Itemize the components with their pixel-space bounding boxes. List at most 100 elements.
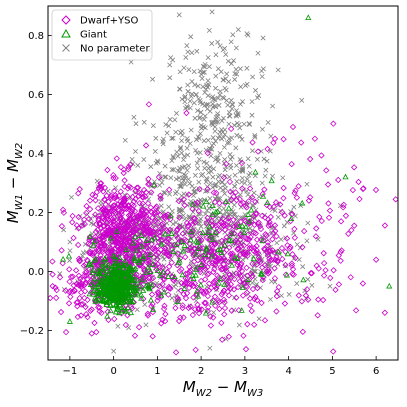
data-point: [66, 318, 73, 324]
data-point: [111, 315, 118, 323]
data-point: [82, 280, 89, 288]
data-point: [300, 264, 306, 270]
data-point: [160, 254, 166, 260]
data-point: [273, 308, 280, 315]
data-point: [173, 241, 180, 248]
data-point: [199, 229, 206, 235]
data-point: [267, 213, 274, 221]
data-point: [233, 45, 239, 51]
data-point: [198, 261, 205, 268]
data-point: [225, 204, 232, 211]
data-point: [174, 226, 181, 233]
data-point: [98, 185, 105, 193]
data-point: [320, 250, 327, 257]
data-point: [299, 244, 306, 251]
data-point: [119, 216, 126, 223]
data-point: [270, 139, 277, 146]
data-point: [229, 106, 235, 112]
data-point: [209, 202, 216, 209]
data-point: [246, 217, 253, 224]
data-point: [145, 228, 152, 235]
data-point: [228, 39, 234, 45]
data-point: [102, 271, 109, 278]
data-point: [171, 241, 178, 249]
data-point: [191, 245, 198, 252]
data-point: [260, 35, 266, 41]
data-point: [130, 239, 137, 246]
data-point: [147, 251, 154, 257]
data-point: [116, 254, 123, 260]
data-point: [142, 302, 148, 308]
data-point: [77, 281, 84, 288]
data-point: [92, 197, 99, 204]
data-point: [212, 257, 220, 265]
data-point: [245, 32, 251, 38]
data-point: [187, 267, 194, 274]
data-point: [147, 268, 154, 274]
data-point: [278, 208, 286, 216]
data-point: [98, 309, 105, 317]
data-point: [197, 230, 204, 237]
data-point: [250, 74, 256, 80]
data-point: [205, 101, 211, 107]
data-point: [291, 189, 298, 197]
data-point: [215, 111, 221, 117]
data-point: [210, 189, 217, 196]
data-point: [239, 284, 246, 291]
data-point: [164, 130, 170, 136]
data-point: [112, 270, 119, 276]
data-point: [138, 232, 145, 238]
data-point: [222, 160, 230, 168]
data-point: [171, 155, 177, 161]
data-point: [303, 286, 311, 293]
data-point: [265, 222, 272, 229]
data-point: [294, 280, 300, 286]
data-point: [131, 114, 137, 120]
data-point: [350, 164, 358, 171]
data-point: [237, 200, 245, 208]
data-point: [200, 263, 207, 270]
data-point: [356, 195, 363, 203]
data-point: [65, 300, 73, 307]
data-point: [271, 265, 278, 272]
data-point: [274, 287, 281, 295]
data-point: [247, 121, 252, 127]
data-point: [110, 252, 117, 259]
data-point: [212, 229, 219, 235]
data-point: [158, 225, 165, 232]
data-point: [223, 186, 229, 192]
data-point: [207, 145, 213, 151]
data-point: [80, 262, 88, 269]
data-point: [107, 297, 114, 304]
data-point: [161, 230, 169, 237]
data-point: [147, 208, 154, 215]
data-point: [179, 138, 185, 144]
data-point: [325, 214, 333, 221]
data-point: [280, 184, 287, 192]
data-point: [359, 280, 367, 287]
data-point: [211, 265, 218, 273]
data-point: [264, 239, 271, 246]
data-point: [220, 287, 228, 294]
data-point: [226, 211, 232, 217]
data-point: [248, 194, 256, 201]
data-point: [273, 233, 280, 240]
data-point: [144, 200, 152, 207]
data-point: [241, 229, 248, 235]
data-point: [232, 71, 238, 77]
data-point: [169, 135, 175, 141]
data-point: [240, 168, 246, 174]
x-tick-label: 6: [373, 366, 379, 377]
data-point: [99, 213, 106, 220]
data-point: [265, 119, 271, 125]
data-point: [340, 201, 347, 208]
data-point: [140, 295, 147, 303]
data-point: [193, 92, 199, 98]
data-point: [141, 241, 149, 248]
data-point: [152, 210, 159, 218]
data-point: [234, 108, 239, 114]
data-point: [109, 215, 116, 223]
data-point: [109, 227, 116, 235]
data-point: [244, 321, 251, 328]
data-point: [281, 223, 287, 229]
